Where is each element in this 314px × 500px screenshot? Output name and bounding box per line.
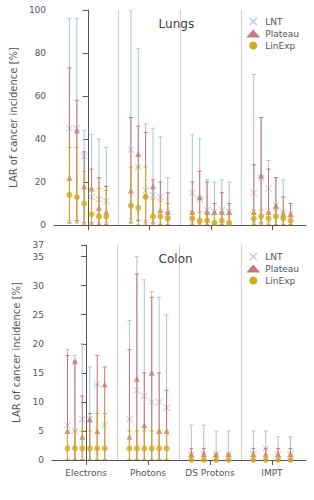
svg-text:5: 5	[38, 426, 44, 436]
svg-text:LNT: LNT	[265, 252, 283, 262]
svg-text:DS Protons: DS Protons	[185, 468, 235, 478]
svg-text:30: 30	[33, 281, 45, 291]
svg-text:100: 100	[29, 5, 46, 15]
svg-text:35: 35	[33, 252, 44, 262]
svg-text:0: 0	[40, 220, 46, 230]
svg-text:LinExp: LinExp	[265, 276, 295, 286]
svg-text:Plateau: Plateau	[265, 264, 299, 274]
svg-text:25: 25	[33, 310, 44, 320]
svg-text:LAR of cancer incidence [%]: LAR of cancer incidence [%]	[11, 282, 22, 423]
svg-text:20: 20	[35, 177, 47, 187]
svg-text:20: 20	[33, 339, 45, 349]
svg-text:15: 15	[33, 368, 44, 378]
svg-text:0: 0	[38, 455, 44, 465]
svg-text:Lungs: Lungs	[159, 17, 195, 31]
svg-text:80: 80	[35, 48, 47, 58]
svg-text:37: 37	[33, 240, 44, 250]
svg-text:Plateau: Plateau	[265, 29, 299, 39]
svg-text:60: 60	[35, 91, 47, 101]
svg-text:Photons: Photons	[130, 468, 166, 478]
svg-text:Electrons: Electrons	[65, 468, 107, 478]
svg-text:LNT: LNT	[265, 17, 283, 27]
svg-text:10: 10	[33, 397, 45, 407]
svg-text:LAR of cancer incidence [%]: LAR of cancer incidence [%]	[8, 47, 19, 188]
svg-text:LinExp: LinExp	[265, 41, 295, 51]
svg-text:40: 40	[35, 134, 47, 144]
svg-text:IMPT: IMPT	[261, 468, 283, 478]
svg-text:Colon: Colon	[159, 252, 193, 266]
